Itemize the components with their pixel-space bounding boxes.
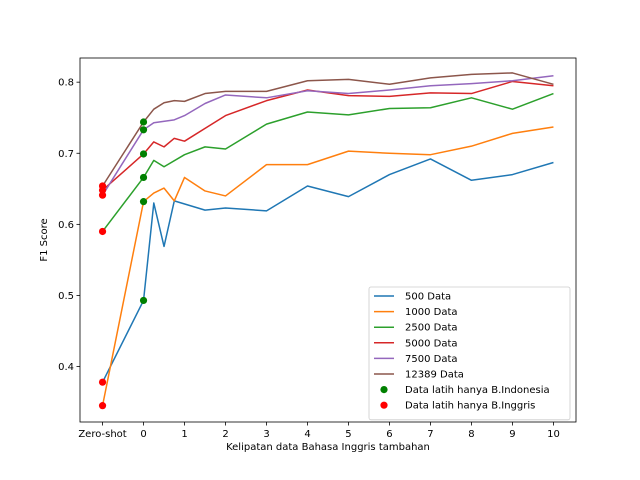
scatter-point-data-latih-hanya-b-indonesia-0 — [139, 296, 148, 305]
y-tick-label-0-7: 0.7 — [58, 149, 74, 160]
scatter-point-data-latih-hanya-b-inggris-3 — [98, 191, 107, 199]
scatter-point-data-latih-hanya-b-inggris-1 — [98, 378, 107, 386]
x-tick-label-1: 1 — [181, 429, 187, 440]
series-line-5000-data — [102, 80, 554, 191]
scatter-point-data-latih-hanya-b-inggris-5 — [98, 182, 107, 190]
x-tick-label-8: 8 — [468, 429, 474, 440]
x-tick-label-9: 9 — [509, 429, 515, 440]
x-tick-label-3: 3 — [263, 429, 269, 440]
legend-label-2500-data: 2500 Data — [405, 323, 458, 334]
series-line-500-data — [101, 158, 554, 383]
series-line-12389-data — [101, 72, 554, 187]
x-tick-label-zero-shot: Zero-shot — [78, 429, 126, 440]
x-tick-label-2: 2 — [222, 429, 228, 440]
legend-label-data-latih-hanya-b-inggris: Data latih hanya B.Inggris — [405, 401, 535, 412]
y-tick-label-0-8: 0.8 — [58, 78, 74, 89]
scatter-point-data-latih-hanya-b-inggris-0 — [98, 402, 107, 410]
scatter-point-data-latih-hanya-b-indonesia-2 — [139, 173, 148, 182]
x-axis-ticks: Zero-shot 0 1 2 3 4 5 6 7 8 9 10 — [78, 422, 560, 440]
x-tick-label-7: 7 — [427, 429, 433, 440]
x-tick-label-5: 5 — [345, 429, 351, 440]
legend-label-7500-data: 7500 Data — [405, 354, 458, 365]
plot-points — [98, 118, 148, 410]
y-axis-ticks: 0.4 0.5 0.6 0.7 0.8 — [58, 78, 80, 373]
x-tick-label-0: 0 — [140, 429, 146, 440]
plot-lines — [101, 72, 554, 406]
x-tick-label-10: 10 — [547, 429, 560, 440]
legend-label-12389-data: 12389 Data — [405, 370, 464, 381]
x-tick-label-6: 6 — [386, 429, 392, 440]
legend-swatch-data-latih-hanya-b-inggris — [380, 401, 388, 409]
series-line-7500-data — [101, 75, 554, 196]
x-axis-label: Kelipatan data Bahasa Inggris tambahan — [226, 442, 430, 453]
series-line-2500-data — [101, 92, 554, 232]
scatter-point-data-latih-hanya-b-inggris-2 — [98, 227, 107, 236]
legend-label-data-latih-hanya-b-indonesia: Data latih hanya B.Indonesia — [405, 385, 550, 396]
scatter-point-data-latih-hanya-b-indonesia-3 — [139, 150, 148, 158]
legend-label-500-data: 500 Data — [405, 292, 451, 303]
y-axis-label: F1 Score — [39, 218, 50, 261]
legend-label-5000-data: 5000 Data — [405, 338, 458, 349]
y-tick-label-0-6: 0.6 — [58, 220, 74, 231]
series-line-1000-data — [101, 126, 554, 406]
legend-swatch-data-latih-hanya-b-indonesia — [380, 386, 388, 394]
y-tick-label-0-5: 0.5 — [58, 291, 74, 302]
legend: 500 Data 1000 Data 2500 Data 5000 Data 7500 … — [368, 286, 571, 421]
scatter-point-data-latih-hanya-b-indonesia-1 — [139, 198, 148, 206]
plot-frame — [79, 57, 577, 423]
x-tick-label-4: 4 — [304, 429, 310, 440]
scatter-point-data-latih-hanya-b-indonesia-4 — [139, 126, 148, 134]
legend-box — [368, 286, 571, 421]
legend-label-1000-data: 1000 Data — [405, 307, 458, 318]
y-tick-label-0-4: 0.4 — [58, 362, 74, 373]
scatter-point-data-latih-hanya-b-indonesia-5 — [139, 118, 148, 126]
